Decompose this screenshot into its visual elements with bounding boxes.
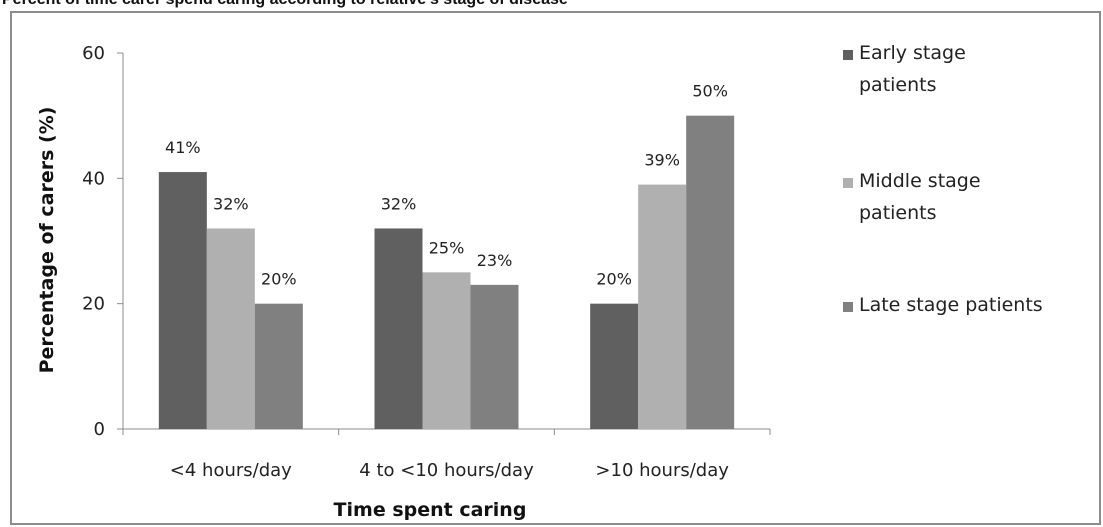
y-tick-label: 0: [94, 419, 105, 440]
bar: [422, 272, 471, 429]
bar: [374, 228, 423, 429]
chart-frame: [10, 11, 1101, 525]
legend-label: Early stage: [859, 42, 966, 64]
y-tick-label: 20: [82, 294, 105, 315]
bar: [206, 228, 255, 429]
y-axis-title: Percentage of carers (%): [36, 107, 58, 374]
legend-swatch: [843, 50, 853, 60]
x-axis-title: Time spent caring: [334, 499, 527, 521]
legend-label: patients: [859, 74, 937, 96]
data-label: 50%: [692, 82, 728, 101]
data-label: 32%: [213, 194, 249, 213]
bar: [686, 115, 735, 430]
data-label: 20%: [261, 270, 297, 289]
bar: [590, 303, 639, 429]
data-label: 32%: [381, 194, 417, 213]
data-label: 23%: [477, 251, 513, 270]
x-tick-label: >10 hours/day: [595, 460, 729, 481]
legend-swatch: [843, 302, 853, 312]
bars: [158, 115, 735, 430]
legend-label: patients: [859, 202, 937, 224]
data-label: 20%: [596, 270, 632, 289]
legend-swatch: [843, 178, 853, 188]
bar: [254, 303, 303, 429]
data-label: 39%: [644, 151, 680, 170]
data-label: 41%: [165, 138, 201, 157]
axes: 0 20 40 60 <4 hours/day 4 to <10 hours/day >10…: [82, 43, 771, 481]
legend-label: Middle stage: [859, 170, 981, 192]
legend-label: Late stage patients: [859, 294, 1043, 316]
chart-title: Percent of time carer spend caring accor…: [2, 0, 1102, 9]
x-tick-label: 4 to <10 hours/day: [359, 460, 534, 481]
y-tick-label: 40: [82, 168, 105, 189]
y-tick-label: 60: [82, 43, 105, 64]
data-labels: 41% 32% 20% 32% 25% 39% 20% 23% 50%: [165, 82, 728, 289]
bar: [158, 172, 207, 430]
x-tick-label: <4 hours/day: [170, 460, 292, 481]
bar: [638, 184, 687, 429]
data-label: 25%: [429, 238, 465, 257]
bar: [470, 284, 519, 429]
legend: Early stage patients Middle stage patients L…: [843, 42, 1043, 316]
